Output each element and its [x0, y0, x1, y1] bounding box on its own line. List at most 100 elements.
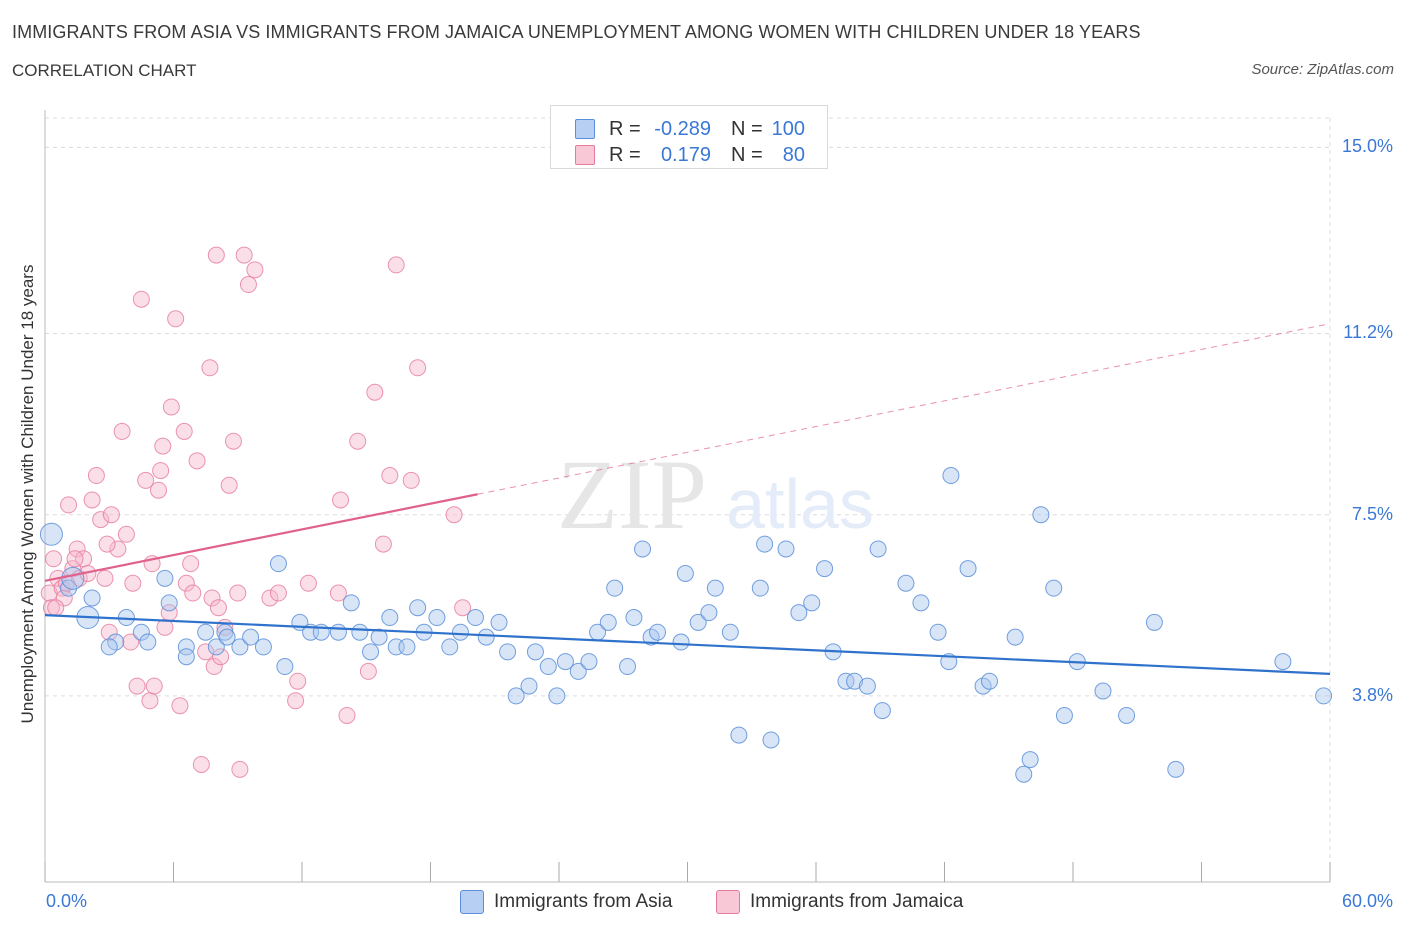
- data-point-jamaica: [182, 555, 200, 573]
- data-point-jamaica: [197, 643, 215, 661]
- data-point-asia: [790, 604, 808, 622]
- r-value: -0.289: [654, 117, 711, 140]
- data-point-jamaica: [212, 648, 230, 666]
- data-point-asia: [451, 623, 469, 641]
- data-point-jamaica: [66, 550, 84, 568]
- data-point-jamaica: [47, 599, 65, 617]
- data-point-asia: [428, 609, 446, 627]
- data-point-jamaica: [40, 584, 58, 602]
- data-point-asia: [929, 623, 947, 641]
- n-value: 100: [771, 117, 805, 140]
- data-point-asia: [625, 609, 643, 627]
- data-point-jamaica: [171, 697, 189, 715]
- data-point-jamaica: [402, 471, 420, 489]
- data-point-asia: [634, 540, 652, 558]
- data-point-asia: [351, 623, 369, 641]
- data-point-jamaica: [224, 432, 242, 450]
- data-point-asia: [556, 653, 574, 671]
- data-point-jamaica: [332, 491, 350, 509]
- data-point-jamaica: [102, 506, 120, 524]
- data-point-jamaica: [141, 692, 159, 710]
- axes: [44, 110, 1331, 883]
- data-point-asia: [619, 658, 637, 676]
- data-point-jamaica: [381, 467, 399, 485]
- y-axis-title: Unemployment Among Women with Children U…: [18, 264, 37, 724]
- data-point-jamaica: [154, 437, 172, 455]
- data-point-asia: [1032, 506, 1050, 524]
- data-point-asia: [526, 643, 544, 661]
- data-point-jamaica: [205, 658, 223, 676]
- n-value: 80: [782, 143, 805, 166]
- legend-item-asia: Immigrants from Asia: [460, 890, 672, 914]
- data-point-jamaica: [60, 496, 78, 514]
- data-point-asia: [980, 672, 998, 690]
- data-point-jamaica: [132, 290, 150, 308]
- data-point-jamaica: [162, 398, 180, 416]
- data-point-jamaica: [220, 476, 238, 494]
- data-point-jamaica: [454, 599, 472, 617]
- stats-legend: R = -0.289 N = 100 R = 0.179 N = 80: [550, 105, 828, 169]
- data-point-asia: [837, 672, 855, 690]
- data-point-asia: [846, 672, 864, 690]
- data-point-jamaica: [445, 506, 463, 524]
- data-point-jamaica: [366, 383, 384, 401]
- data-point-asia: [381, 609, 399, 627]
- data-point-jamaica: [145, 677, 163, 695]
- data-point-jamaica: [45, 550, 63, 568]
- data-point-asia: [1015, 765, 1033, 783]
- data-point-asia: [100, 638, 118, 656]
- data-point-jamaica: [207, 246, 225, 264]
- legend-label-asia: Immigrants from Asia: [494, 891, 673, 912]
- data-point-asia: [441, 638, 459, 656]
- trend-line-jamaica-extension: [477, 323, 1331, 495]
- data-point-jamaica: [299, 574, 317, 592]
- data-point-asia: [1006, 628, 1024, 646]
- data-point-asia: [269, 555, 287, 573]
- jamaica-legend-swatch: [716, 890, 740, 914]
- data-point-jamaica: [349, 432, 367, 450]
- data-point-jamaica: [359, 662, 377, 680]
- data-point-jamaica: [109, 540, 127, 558]
- data-point-asia: [869, 540, 887, 558]
- data-point-asia: [231, 638, 249, 656]
- jamaica-swatch: [575, 145, 595, 165]
- r-label: R =: [609, 117, 641, 140]
- data-point-asia: [803, 594, 821, 612]
- data-point-jamaica: [203, 589, 221, 607]
- data-point-jamaica: [338, 706, 356, 724]
- asia-swatch: [575, 119, 595, 139]
- data-point-asia: [507, 687, 525, 705]
- data-point-jamaica: [92, 511, 110, 529]
- trend-lines: [44, 323, 1331, 675]
- watermark-atlas: atlas: [726, 465, 874, 543]
- data-point-asia: [689, 613, 707, 631]
- data-point-jamaica: [329, 584, 347, 602]
- n-label: N =: [731, 143, 763, 166]
- data-point-asia: [61, 566, 85, 590]
- n-label: N =: [731, 117, 763, 140]
- data-point-jamaica: [235, 246, 253, 264]
- data-point-asia: [548, 687, 566, 705]
- data-point-asia: [1094, 682, 1112, 700]
- data-point-asia: [490, 613, 508, 631]
- data-point-jamaica: [87, 467, 105, 485]
- data-point-asia: [83, 589, 101, 607]
- data-point-asia: [207, 638, 225, 656]
- data-point-jamaica: [374, 535, 392, 553]
- data-point-asia: [912, 594, 930, 612]
- data-point-asia: [177, 638, 195, 656]
- data-point-asia: [398, 638, 416, 656]
- data-point-jamaica: [289, 672, 307, 690]
- data-point-jamaica: [409, 359, 427, 377]
- data-point-asia: [218, 628, 236, 646]
- data-point-asia: [139, 633, 157, 651]
- data-point-asia: [1167, 760, 1185, 778]
- r-label: R =: [609, 143, 641, 166]
- data-point-asia: [706, 579, 724, 597]
- data-point-asia: [499, 643, 517, 661]
- data-point-asia: [1021, 751, 1039, 769]
- data-point-jamaica: [261, 589, 279, 607]
- chart-subtitle: CORRELATION CHART: [12, 61, 197, 80]
- y-tick-label: 15.0%: [1341, 136, 1393, 157]
